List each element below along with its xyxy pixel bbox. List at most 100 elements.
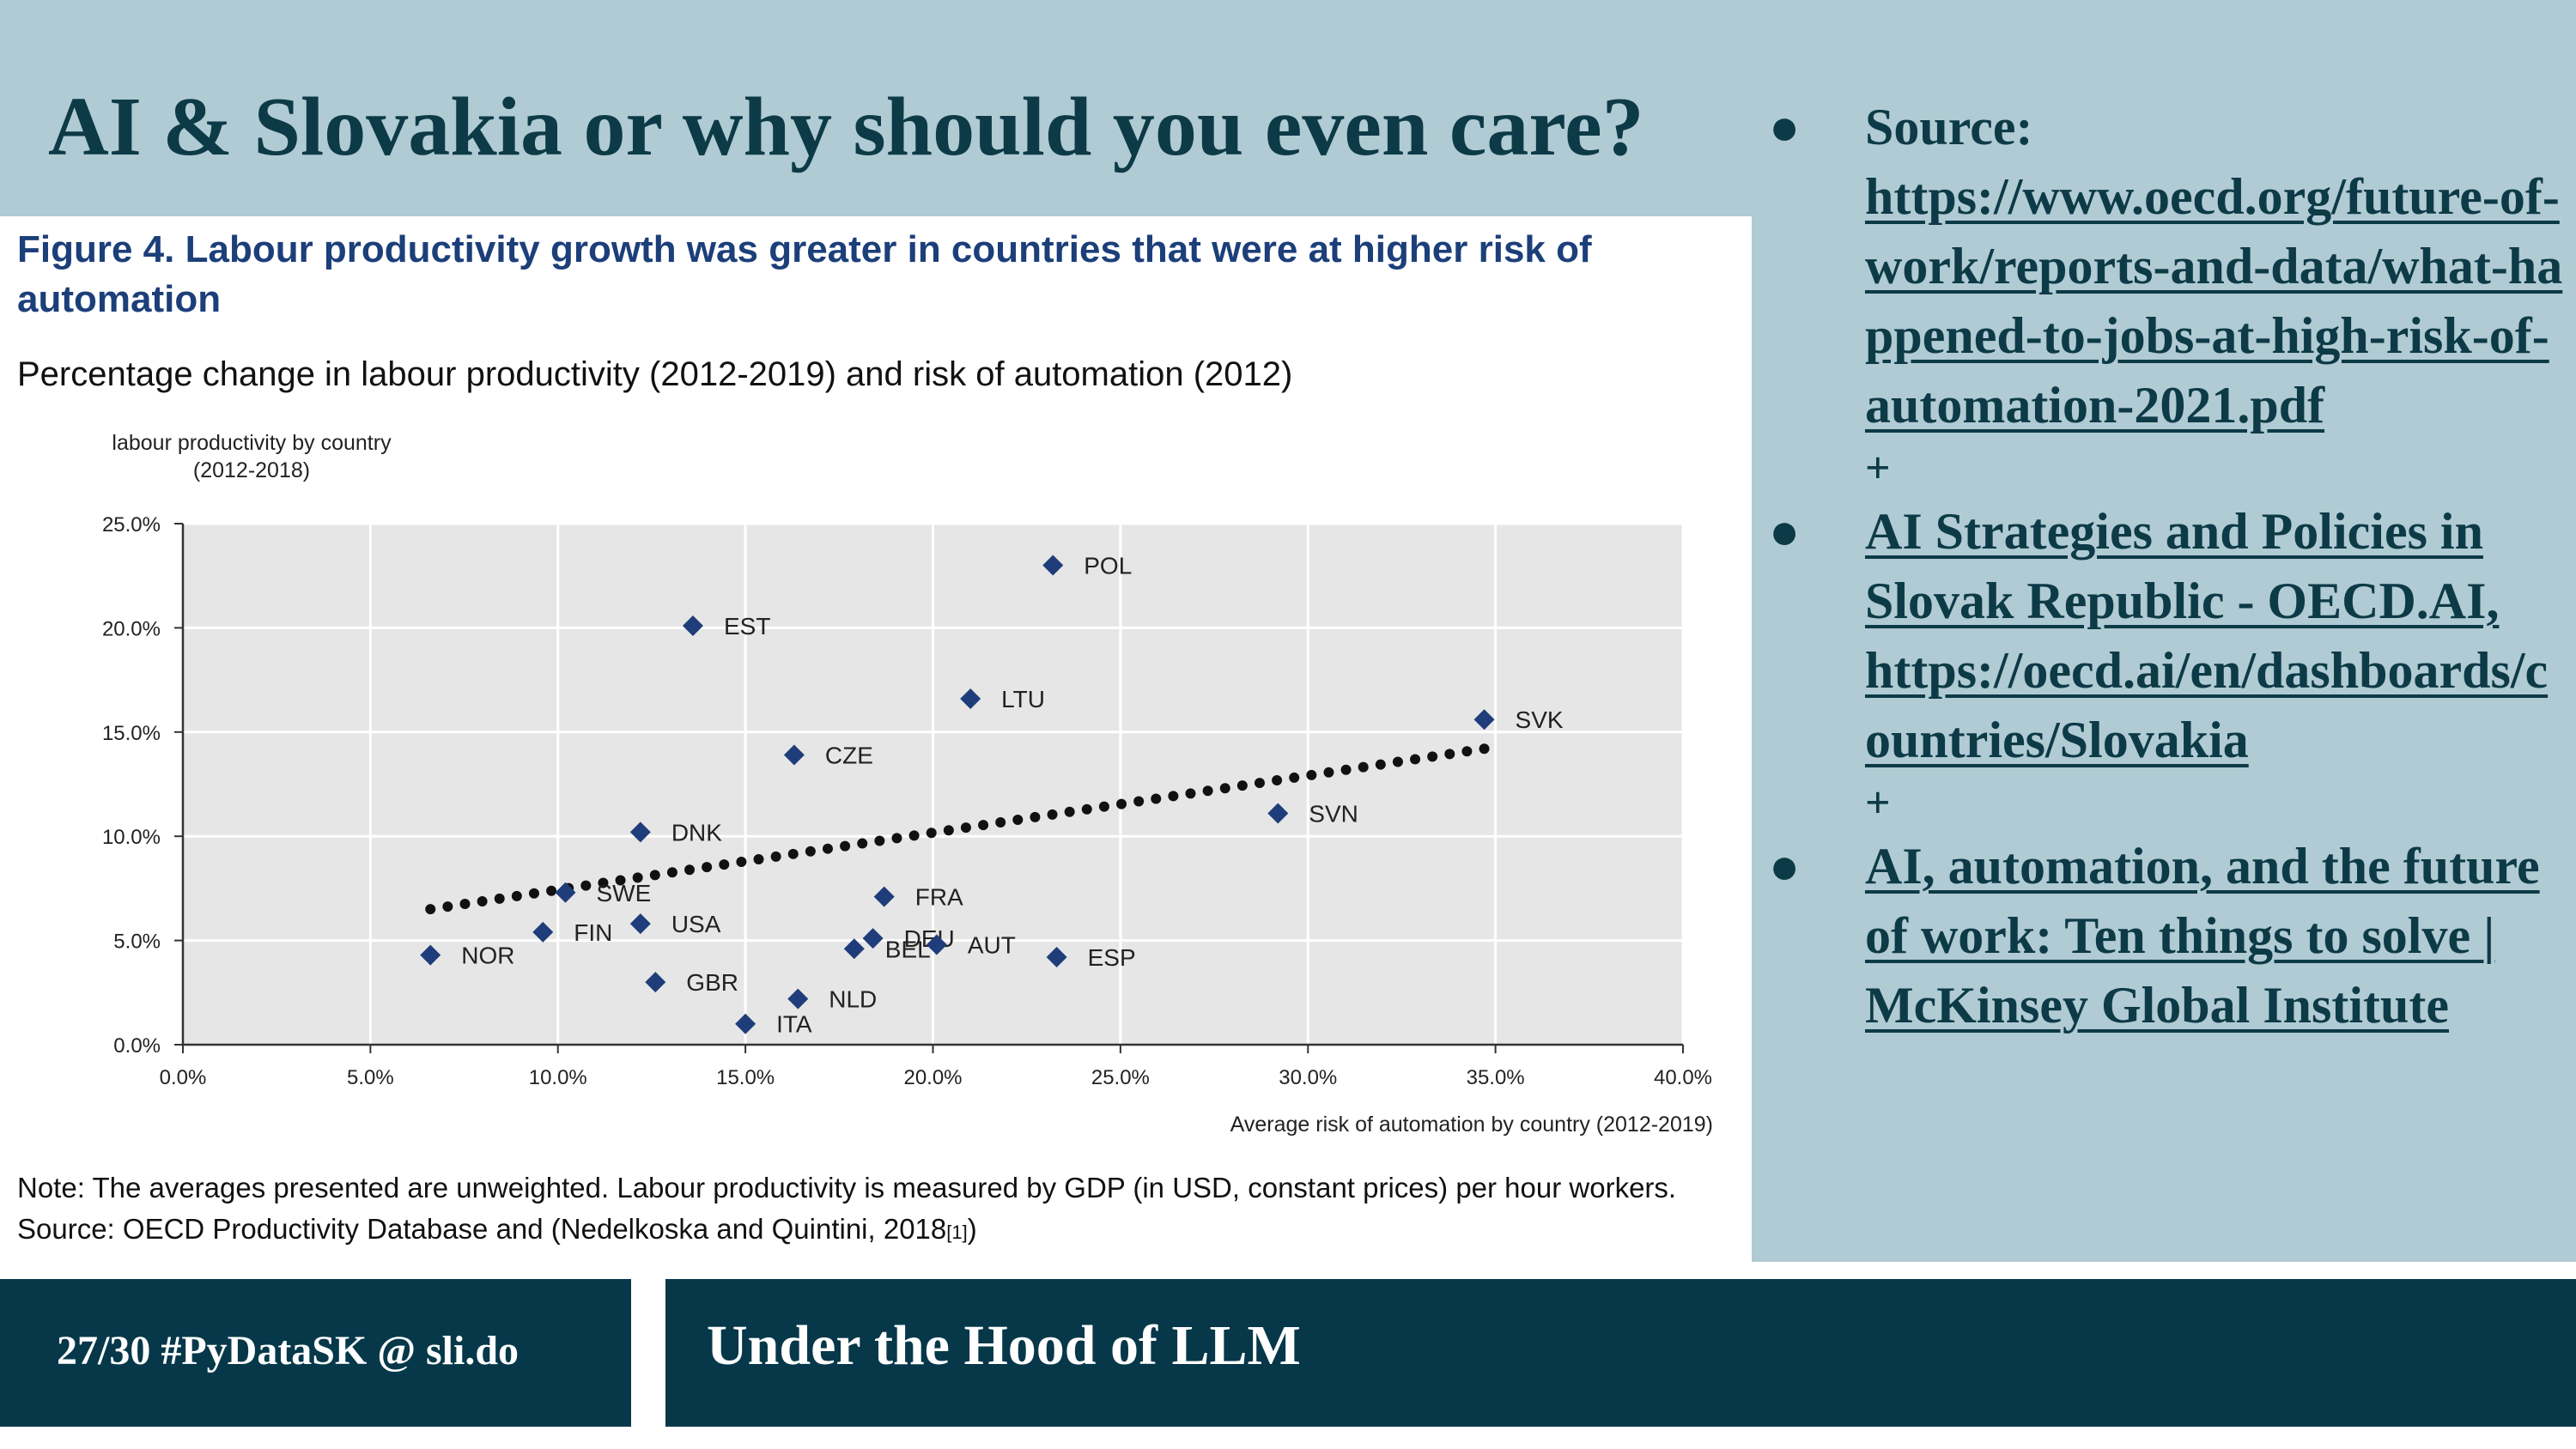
point-label-ita: ITA (776, 1011, 812, 1038)
point-label-svn: SVN (1309, 800, 1358, 827)
data-point-pol (1042, 555, 1064, 576)
data-point-deu (862, 928, 884, 949)
point-label-aut: AUT (968, 931, 1016, 958)
trendline-dot (477, 895, 488, 906)
trendline-dot (1323, 767, 1334, 778)
trendline-dot (1375, 759, 1386, 770)
trendline-dot (1479, 743, 1490, 755)
y-axis-title-line1: labour productivity by country (112, 431, 392, 455)
y-tick-label: 0.0% (113, 1034, 161, 1058)
x-tick-label: 30.0% (1279, 1066, 1337, 1089)
plus-separator: + (1865, 444, 1891, 493)
note-line-2: Source: OECD Productivity Database and (… (17, 1209, 1676, 1253)
data-point-ita (735, 1013, 756, 1034)
trendline-dot (511, 890, 522, 901)
trendline-dot (1340, 764, 1352, 775)
trendline-dot (840, 840, 851, 852)
trendline-dot (960, 822, 971, 834)
reference-item-oecd-ai: ● AI Strategies and Policies in Slovak R… (1762, 497, 2569, 775)
trendline-dot (1168, 791, 1179, 802)
trendline-dot (822, 843, 833, 854)
data-point-usa (629, 913, 651, 935)
point-label-fin: FIN (574, 919, 612, 946)
data-point-cze (783, 744, 805, 766)
trendline-dot (1081, 803, 1092, 815)
point-label-bel: BEL (885, 936, 931, 962)
trendline-dot (1392, 756, 1403, 767)
y-tick-label: 15.0% (102, 722, 161, 745)
trendline-dot (580, 880, 592, 891)
trendline-dot (528, 888, 539, 899)
trendline-dot (1236, 780, 1248, 791)
trendline-dot (978, 820, 989, 831)
trendline-dot (546, 885, 557, 896)
trendline-dot (908, 830, 920, 841)
references-list: ● Source: https://www.oecd.org/future-of… (1762, 93, 2569, 1040)
oecd-ai-link-url[interactable]: https://oecd.ai/en/dashboards/countries/… (1865, 642, 2549, 768)
y-tick-label: 10.0% (102, 826, 161, 849)
trendline-dot (719, 859, 730, 870)
point-label-dnk: DNK (671, 819, 722, 846)
x-axis-title: Average risk of automation by country (2… (1230, 1113, 1713, 1137)
x-tick-label: 20.0% (903, 1066, 962, 1089)
figure-note: Note: The averages presented are unweigh… (17, 1167, 1676, 1253)
x-tick-label: 10.0% (529, 1066, 587, 1089)
oecd-ai-link-title[interactable]: AI Strategies and Policies in Slovak Rep… (1865, 503, 2500, 629)
trendline-dot (1116, 798, 1127, 809)
trendline-dot (1030, 811, 1041, 822)
trendline-dot (1444, 749, 1455, 760)
trendline-dot (1306, 769, 1317, 780)
trendline-dot (459, 899, 471, 910)
references-panel (1752, 0, 2576, 1262)
trendline-dot (1012, 814, 1024, 825)
data-point-svk (1473, 709, 1495, 731)
trendline-dot (770, 851, 781, 862)
point-label-ltu: LTU (1001, 686, 1045, 712)
note-reference-mark: [1] (946, 1222, 968, 1243)
point-label-usa: USA (671, 911, 721, 937)
y-tick-label: 20.0% (102, 617, 161, 640)
x-tick-label: 25.0% (1091, 1066, 1150, 1089)
note-close-paren: ) (967, 1213, 977, 1245)
trendline-dot (805, 846, 816, 857)
mckinsey-link[interactable]: AI, automation, and the future of work: … (1865, 838, 2540, 1034)
trendline-dot (425, 904, 436, 915)
y-tick-label: 25.0% (102, 513, 161, 537)
x-tick-label: 5.0% (347, 1066, 394, 1089)
x-tick-label: 15.0% (716, 1066, 775, 1089)
trendline-dot (1410, 754, 1421, 765)
note-line-1: Note: The averages presented are unweigh… (17, 1172, 1677, 1203)
point-label-gbr: GBR (686, 969, 738, 996)
trendline-dot (666, 867, 677, 878)
trendline-dot (702, 862, 713, 873)
source-link[interactable]: https://www.oecd.org/future-of-work/repo… (1865, 168, 2563, 433)
data-point-dnk (629, 822, 651, 843)
trendline-dot (787, 848, 799, 859)
data-point-aut (926, 934, 947, 955)
bullet-icon: ● (1769, 99, 1801, 155)
point-label-cze: CZE (825, 743, 873, 769)
x-tick-label: 0.0% (160, 1066, 207, 1089)
data-point-bel (843, 938, 865, 960)
plus-separator: + (1865, 779, 1891, 828)
trendline-dot (1254, 778, 1265, 789)
data-point-fra (873, 886, 895, 907)
trendline-dot (995, 817, 1006, 828)
data-point-nor (420, 944, 441, 966)
trendline-dot (1047, 809, 1058, 820)
trendline-dot (1185, 788, 1196, 799)
data-point-ltu (960, 688, 981, 709)
trendline-dot (442, 901, 453, 912)
trendline-dot (1133, 796, 1145, 807)
trendline-dot (494, 893, 505, 904)
trendline-dot (857, 838, 868, 849)
data-point-fin (532, 921, 554, 943)
bullet-icon: ● (1769, 503, 1801, 560)
point-label-deu: DEU (904, 925, 955, 952)
y-axis-title-line2: (2012-2018) (193, 458, 310, 482)
trendline-dot (891, 833, 902, 844)
slide-title: AI & Slovakia or why should you even car… (48, 81, 1644, 173)
trendline-dot (1461, 746, 1473, 757)
trendline-dot (598, 877, 609, 888)
footer-left-text: 27/30 #PyDataSK @ sli.do (57, 1328, 519, 1373)
